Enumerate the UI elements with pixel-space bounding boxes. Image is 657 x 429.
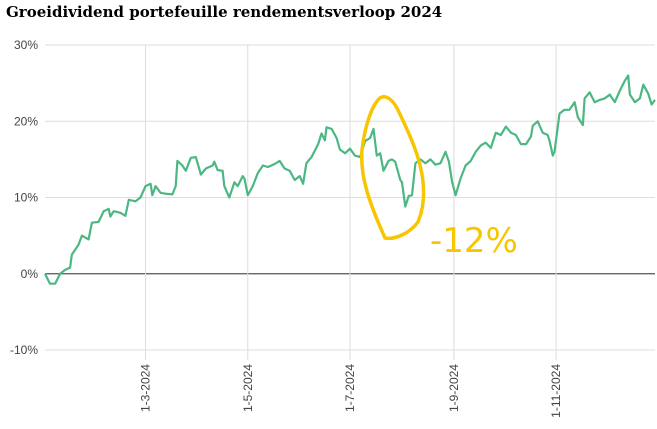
x-tick-label: 1-3-2024 xyxy=(139,364,153,412)
annotation-circle xyxy=(359,95,426,241)
y-tick-label: 20% xyxy=(14,114,38,128)
x-tick-label: 1-9-2024 xyxy=(447,364,461,412)
y-tick-label: -10% xyxy=(10,343,38,357)
series-line xyxy=(44,74,656,285)
x-tick-label: 1-7-2024 xyxy=(343,364,357,412)
annotation-text: -12% xyxy=(430,221,518,261)
y-tick-label: 0% xyxy=(21,267,39,281)
x-tick-label: 1-11-2024 xyxy=(549,364,563,418)
x-tick-label: 1-5-2024 xyxy=(241,364,255,412)
x-axis-ticks: 1-3-2024 1-5-2024 1-7-2024 1-9-2024 1-11-202… xyxy=(139,364,564,418)
y-tick-label: 30% xyxy=(14,38,38,52)
gridlines xyxy=(45,44,655,360)
y-axis-ticks: 30% 20% 10% 0% -10% xyxy=(10,38,38,357)
chart-title: Groeidividend portefeuille rendementsver… xyxy=(6,3,443,21)
y-tick-label: 10% xyxy=(14,191,38,205)
